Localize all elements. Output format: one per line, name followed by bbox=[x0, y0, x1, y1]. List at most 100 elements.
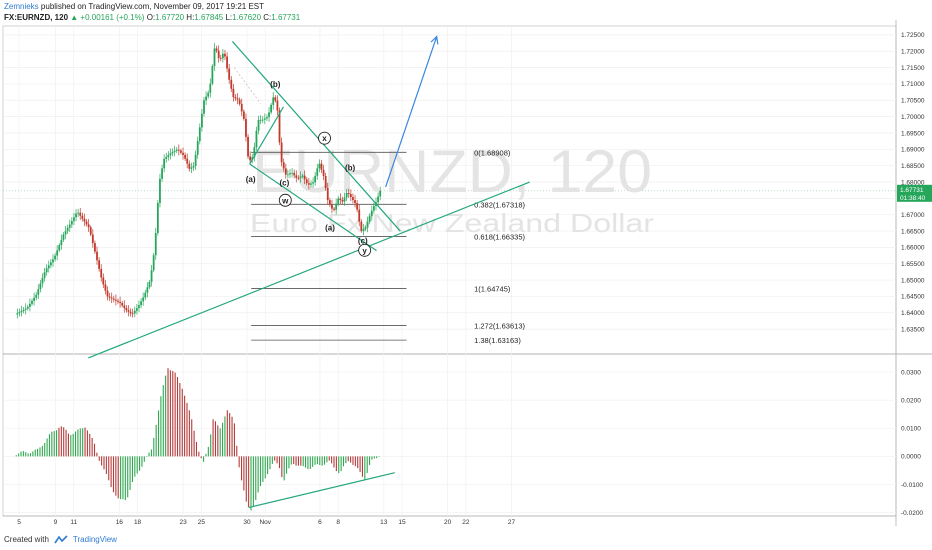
macd-bar bbox=[79, 428, 81, 457]
candle-body bbox=[194, 154, 197, 166]
candle-body bbox=[224, 53, 226, 57]
macd-bar bbox=[27, 453, 29, 457]
candle-body bbox=[171, 151, 174, 154]
macd-bar bbox=[205, 453, 207, 457]
current-price-value: 1.67731 bbox=[900, 187, 924, 194]
candle-body bbox=[77, 212, 80, 214]
candle-body bbox=[293, 172, 296, 176]
watermark: EURNZD, 120 Euro Fx/New Zealand Dollar bbox=[250, 138, 654, 238]
macd-bar bbox=[82, 428, 84, 457]
axes: 1.72500 1.72000 1.71500 1.71000 1.70500 1.700… bbox=[17, 32, 932, 526]
macd-bar bbox=[295, 456, 297, 466]
macd-bar bbox=[207, 446, 209, 457]
macd-bar bbox=[212, 419, 214, 457]
macd-bar bbox=[229, 413, 231, 457]
candle-body bbox=[91, 234, 94, 244]
time-tick-label: 6 bbox=[318, 519, 322, 526]
macd-bar bbox=[293, 456, 295, 465]
candle-body bbox=[54, 255, 56, 260]
time-tick-label: 9 bbox=[54, 519, 58, 526]
macd-bar bbox=[91, 437, 93, 457]
macd-bar bbox=[309, 456, 311, 470]
low-label: L: bbox=[225, 13, 233, 22]
candle-body bbox=[203, 100, 205, 114]
candle-body bbox=[368, 216, 371, 222]
macd-bar bbox=[222, 422, 224, 457]
macd-bar bbox=[264, 456, 266, 479]
macd-bar bbox=[307, 456, 309, 470]
candle-body bbox=[133, 310, 136, 314]
macd-bar bbox=[48, 434, 51, 457]
countdown-value: 01:38:40 bbox=[900, 195, 926, 202]
candle-body bbox=[318, 163, 321, 169]
wave-label: (a) bbox=[325, 223, 335, 232]
macd-bar bbox=[141, 456, 143, 467]
trendlines bbox=[88, 35, 530, 359]
price-tick-label: 1.67000 bbox=[901, 212, 925, 219]
candle-body bbox=[230, 79, 233, 89]
candle-body bbox=[175, 149, 178, 151]
candle-body bbox=[131, 313, 134, 315]
candle-body bbox=[16, 313, 19, 315]
macd-bar bbox=[274, 456, 276, 461]
macd-bar bbox=[44, 442, 46, 457]
projection-arrow-line bbox=[385, 36, 438, 188]
macd-bar bbox=[39, 447, 41, 457]
macd-bar bbox=[312, 456, 314, 467]
macd-bar bbox=[167, 368, 169, 457]
time-tick-label: 13 bbox=[380, 519, 388, 526]
macd-bar bbox=[347, 456, 349, 462]
macd-bar bbox=[236, 445, 238, 457]
price-tick-label: 1.71500 bbox=[901, 65, 925, 72]
macd-bar bbox=[210, 434, 212, 457]
macd-bar bbox=[41, 445, 43, 457]
macd-bar bbox=[357, 456, 359, 469]
candle-body bbox=[301, 175, 304, 177]
macd-bar bbox=[203, 456, 205, 462]
candle-body bbox=[129, 311, 132, 314]
time-tick-label: 15 bbox=[398, 519, 406, 526]
macd-bar bbox=[134, 456, 136, 477]
candle-body bbox=[345, 192, 348, 198]
candle-body bbox=[307, 183, 310, 185]
candle-body bbox=[287, 174, 289, 176]
candle-body bbox=[316, 168, 319, 176]
time-tick-label: 27 bbox=[508, 519, 516, 526]
candle-body bbox=[201, 113, 203, 128]
macd-bar bbox=[103, 456, 105, 470]
candle-body bbox=[102, 277, 105, 285]
candle-body bbox=[236, 98, 239, 100]
symbol-label[interactable]: FX:EURNZD, 120 bbox=[4, 13, 69, 22]
macd-bar bbox=[255, 456, 257, 501]
macd-bar bbox=[37, 448, 39, 457]
wave-labels: (b)(a) (c)x(b)w(a)(c)y bbox=[246, 80, 372, 257]
macd-bar bbox=[110, 456, 112, 488]
macd-bar bbox=[105, 456, 107, 474]
macd-bar bbox=[63, 427, 65, 457]
candle-body bbox=[343, 197, 346, 202]
candle-body bbox=[31, 300, 33, 304]
macd-bar bbox=[84, 427, 86, 457]
candle-body bbox=[360, 221, 363, 231]
candle-body bbox=[35, 294, 38, 298]
candle-body bbox=[263, 118, 266, 120]
time-tick-label: 30 bbox=[243, 519, 251, 526]
candle-body bbox=[373, 206, 375, 211]
macd-bar bbox=[364, 456, 366, 481]
price-tick-label: 1.72500 bbox=[901, 32, 925, 39]
macd-bar bbox=[96, 452, 98, 457]
time-tick-label: Nov bbox=[259, 519, 271, 526]
macd-bar bbox=[323, 456, 326, 465]
candle-body bbox=[211, 66, 214, 84]
candle-body bbox=[188, 163, 191, 169]
fib-level-label: 1(1.64745) bbox=[474, 284, 511, 293]
macd-bar bbox=[214, 421, 216, 457]
candle-body bbox=[156, 202, 159, 234]
macd-bar bbox=[316, 456, 318, 465]
macd-bar bbox=[328, 456, 330, 461]
tradingview-brand[interactable]: TradingView bbox=[72, 535, 117, 544]
macd-bar bbox=[29, 453, 32, 457]
macd-bar bbox=[302, 456, 304, 467]
author-link[interactable]: Zemnieks bbox=[4, 2, 39, 11]
